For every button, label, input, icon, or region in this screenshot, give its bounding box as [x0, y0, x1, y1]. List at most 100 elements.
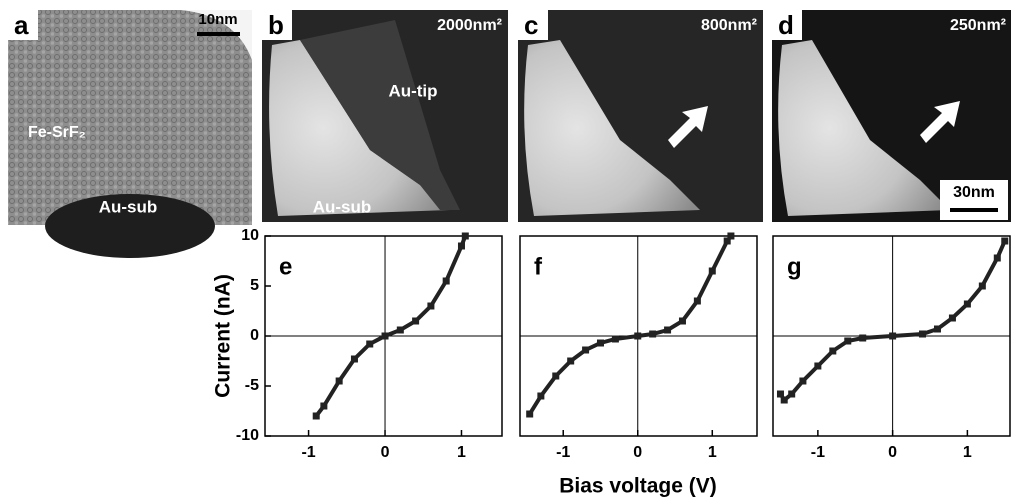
substrate: [45, 194, 215, 258]
plot: -1 0 1 g: [772, 235, 1011, 461]
panel-a: a 10nm Fe-SrF₂ Au-sub: [8, 10, 252, 258]
marker: [312, 412, 320, 420]
x-tick-label: 1: [457, 444, 466, 461]
x-tick-label: 0: [381, 444, 390, 461]
marker: [552, 372, 560, 380]
marker: [993, 254, 1001, 262]
x-tick-label: 0: [633, 444, 642, 461]
marker: [814, 362, 822, 370]
background: [180, 10, 252, 60]
y-tick-label: -10: [236, 427, 259, 444]
marker: [412, 317, 420, 325]
substrate: [269, 40, 450, 216]
region-label: Au-sub: [99, 197, 158, 216]
panel-label: e: [279, 253, 292, 280]
substrate: [524, 40, 700, 216]
label-box: [518, 10, 548, 40]
marker: [350, 355, 358, 363]
marker: [634, 332, 642, 340]
panel-c: c 800nm²: [518, 10, 763, 222]
y-tick-label: 0: [250, 327, 259, 344]
marker: [457, 242, 465, 250]
marker: [567, 357, 575, 365]
marker: [396, 326, 404, 334]
tem-image: [8, 10, 252, 225]
x-tick-label: 1: [963, 444, 972, 461]
marker: [442, 277, 450, 285]
marker: [708, 267, 716, 275]
panel-b: b 2000nm² Au-tip Au-sub: [262, 10, 508, 222]
x-axis-label: Bias voltage (V): [559, 475, 717, 498]
x-tick-label: 0: [888, 444, 897, 461]
area-label: 250nm²: [950, 17, 1006, 34]
y-axis-label: Current (nA): [212, 274, 235, 398]
arrow: [668, 106, 708, 148]
marker: [788, 390, 796, 398]
label-box: [262, 10, 292, 40]
marker: [427, 302, 435, 310]
marker: [844, 337, 852, 345]
marker: [526, 410, 534, 418]
x-tick-label: -1: [301, 444, 315, 461]
marker: [366, 340, 374, 348]
panel-label: f: [534, 253, 543, 280]
marker: [978, 282, 986, 290]
marker: [381, 332, 389, 340]
marker: [649, 330, 657, 338]
y-tick-label: -5: [245, 377, 259, 394]
scale-label: 30nm: [953, 184, 995, 201]
area-label: 800nm²: [701, 17, 757, 34]
label-box: [940, 180, 1008, 220]
marker: [919, 330, 927, 338]
marker: [596, 339, 604, 347]
marker: [799, 377, 807, 385]
curve: [778, 240, 1007, 403]
curve: [314, 235, 468, 418]
panel-d: d 250nm² 30nm: [772, 10, 1011, 222]
marker: [537, 392, 545, 400]
area-label: 2000nm²: [437, 17, 502, 34]
curve: [528, 234, 733, 416]
marker: [1001, 237, 1009, 245]
y-tick-label: 5: [250, 277, 259, 294]
marker: [933, 325, 941, 333]
panel-label: a: [14, 10, 29, 40]
marker: [461, 232, 469, 240]
marker: [780, 396, 788, 404]
marker: [320, 402, 328, 410]
marker: [678, 317, 686, 325]
label-box: [8, 10, 38, 40]
x-tick-label: -1: [811, 444, 825, 461]
region-label: Fe-SrF₂: [28, 124, 86, 141]
marker: [859, 334, 867, 342]
marker: [776, 390, 784, 398]
marker: [335, 377, 343, 385]
marker: [829, 347, 837, 355]
label-box: [772, 10, 802, 40]
region-label: Au-sub: [313, 197, 372, 216]
marker: [664, 326, 672, 334]
substrate: [778, 40, 950, 216]
panel-label: c: [524, 10, 538, 40]
plot: -1 0 1 f: [519, 232, 758, 461]
panel-label: d: [778, 10, 794, 40]
marker: [889, 332, 897, 340]
marker: [727, 232, 735, 240]
region-label: Au-tip: [388, 81, 437, 100]
marker: [963, 300, 971, 308]
marker: [948, 314, 956, 322]
x-tick-label: -1: [556, 444, 570, 461]
panel-label: b: [268, 10, 284, 40]
marker: [611, 335, 619, 343]
tip: [300, 20, 460, 210]
y-tick-label: 10: [241, 227, 259, 244]
arrow: [920, 101, 960, 143]
marker: [693, 297, 701, 305]
marker: [723, 237, 731, 245]
marker: [582, 346, 590, 354]
scale-label: 10nm: [198, 11, 237, 28]
panel-label: g: [787, 253, 802, 280]
x-tick-label: 1: [708, 444, 717, 461]
